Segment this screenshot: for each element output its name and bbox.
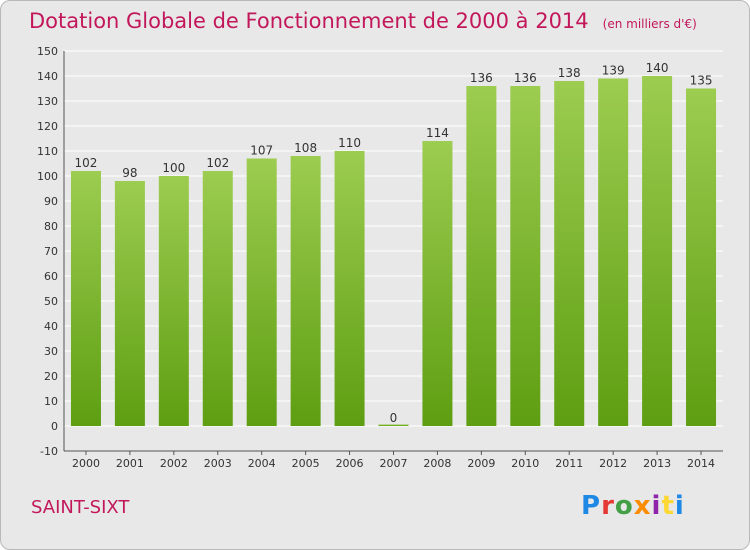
data-label: 140	[646, 61, 669, 75]
units-label: (en milliers d'€)	[602, 17, 697, 31]
x-tick-label: 2011	[555, 457, 583, 470]
data-label: 102	[75, 156, 98, 170]
x-tick-label: 2004	[248, 457, 276, 470]
x-tick-label: 2012	[599, 457, 627, 470]
data-label: 102	[206, 156, 229, 170]
bar-2003	[202, 171, 233, 426]
y-tick-label: 90	[44, 195, 58, 208]
y-tick-label: 140	[37, 70, 58, 83]
bar-2011	[554, 81, 585, 426]
bar-2010	[510, 86, 541, 426]
data-label: 136	[514, 71, 537, 85]
bar-2000	[70, 171, 101, 426]
data-label: 108	[294, 141, 317, 155]
x-tick-label: 2010	[511, 457, 539, 470]
bar-2007	[378, 424, 409, 426]
bar-2002	[158, 176, 189, 426]
bar-2001	[114, 181, 145, 426]
bar-2008	[422, 141, 453, 426]
data-label: 0	[390, 411, 398, 425]
y-tick-label: 50	[44, 295, 58, 308]
x-tick-label: 2001	[116, 457, 144, 470]
bar-2009	[466, 86, 497, 426]
x-tick-label: 2000	[72, 457, 100, 470]
y-tick-label: 80	[44, 220, 58, 233]
x-tick-label: 2003	[204, 457, 232, 470]
town-name: SAINT-SIXT	[31, 497, 130, 518]
bar-2004	[246, 158, 277, 426]
y-tick-label: 110	[37, 145, 58, 158]
data-label: 98	[122, 166, 137, 180]
y-tick-label: 10	[44, 395, 58, 408]
x-tick-label: 2009	[467, 457, 495, 470]
y-tick-label: 40	[44, 320, 58, 333]
chart-title: Dotation Globale de Fonctionnement de 20…	[29, 9, 697, 33]
bar-2006	[334, 151, 365, 426]
bar-2012	[598, 78, 629, 426]
data-label: 138	[558, 66, 581, 80]
data-label: 135	[690, 74, 713, 88]
x-tick-label: 2005	[292, 457, 320, 470]
y-tick-label: 150	[37, 45, 58, 58]
bar-2013	[642, 76, 673, 426]
bar-2014	[686, 88, 717, 426]
y-tick-label: -10	[40, 445, 58, 458]
proxiti-logo: Proxiti	[581, 491, 685, 521]
y-tick-label: 120	[37, 120, 58, 133]
x-tick-label: 2008	[423, 457, 451, 470]
data-label: 114	[426, 126, 449, 140]
y-tick-label: 0	[51, 420, 58, 433]
bar-2005	[290, 156, 321, 426]
y-tick-label: 30	[44, 345, 58, 358]
title-text: Dotation Globale de Fonctionnement de 20…	[29, 9, 589, 33]
data-label: 136	[470, 71, 493, 85]
data-label: 100	[162, 161, 185, 175]
y-tick-label: 130	[37, 95, 58, 108]
y-tick-label: 100	[37, 170, 58, 183]
x-tick-label: 2014	[687, 457, 715, 470]
data-label: 110	[338, 136, 361, 150]
x-tick-label: 2007	[380, 457, 408, 470]
y-tick-label: 20	[44, 370, 58, 383]
x-tick-label: 2013	[643, 457, 671, 470]
x-tick-label: 2002	[160, 457, 188, 470]
data-label: 107	[250, 144, 273, 158]
data-label: 139	[602, 64, 625, 78]
x-tick-label: 2006	[336, 457, 364, 470]
y-tick-label: 70	[44, 245, 58, 258]
y-tick-label: 60	[44, 270, 58, 283]
